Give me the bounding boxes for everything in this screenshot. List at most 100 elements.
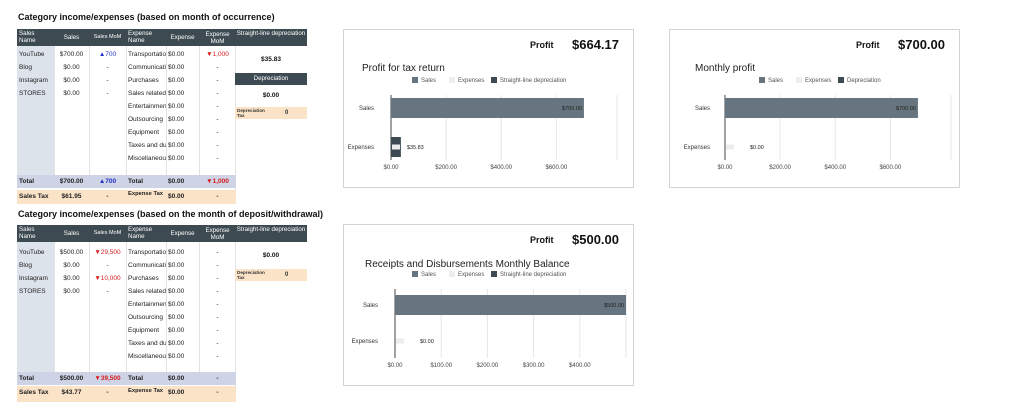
expense-mom-cell: - <box>216 249 219 256</box>
category-label: Expenses <box>348 145 374 151</box>
data-label: $0.00 <box>420 339 434 345</box>
tick-label: $200.00 <box>769 165 791 171</box>
legend-label: Expenses <box>458 78 484 84</box>
total-sales-mom: ▲700 <box>98 178 117 185</box>
table-row: STORES $0.00 - <box>17 87 236 100</box>
total-sales-mom: ▼39,500 <box>94 375 121 382</box>
expense-name-cell: Taxes and dues <box>128 142 166 149</box>
depreciation-header: Depreciation <box>235 73 307 85</box>
expense-tax-label: Expense Tax <box>128 388 164 394</box>
tick-label: $600.00 <box>880 165 902 171</box>
total-expense-label: Total <box>128 375 144 382</box>
header-expense-name: Expense Name <box>126 29 166 46</box>
table-row: Outsourcing $0.00 - <box>17 113 236 126</box>
sales-tax-label: Sales Tax <box>19 193 49 200</box>
total-expense: $0.00 <box>168 375 185 382</box>
profit-value: $500.00 <box>572 232 619 247</box>
depreciation-box: Straight-line depreciation $0.00 Depreci… <box>235 225 324 281</box>
expense-mom-cell: - <box>216 90 219 97</box>
straight-line-depreciation-value: $35.83 <box>261 56 281 63</box>
expense-name-cell: Outsourcing <box>128 116 164 123</box>
table-row: Purchases $0.00 - <box>17 272 236 285</box>
legend-label: Expenses <box>458 272 484 278</box>
depreciation-tax-label: Depreciation Tax <box>237 108 265 118</box>
profit-label: Profit <box>530 235 554 245</box>
header-expense: Expense <box>166 225 199 242</box>
expense-tax-label: Expense Tax <box>128 191 164 197</box>
expense-value-cell: $0.00 <box>168 353 185 360</box>
legend-swatch <box>449 271 455 277</box>
header-sales-mom: Sales MoM <box>89 29 126 46</box>
table-row: Miscellaneous $0.00 - <box>17 152 236 165</box>
income-expense-table: Sales Name Sales Sales MoM Expense Name … <box>17 29 307 204</box>
expense-mom-cell: - <box>216 262 219 269</box>
depreciation-tax-value: 0 <box>285 110 289 116</box>
total-row: Total $500.00 ▼39,500 Total $0.00 - <box>17 372 236 385</box>
expense-name-cell: Miscellaneous <box>128 353 166 360</box>
total-expense-mom: - <box>216 375 219 382</box>
bar-chart: Sales Expenses Straight-line depreciation $… <box>348 77 618 171</box>
expense-mom-cell: - <box>216 340 219 347</box>
expense-tax-value: $0.00 <box>168 193 185 200</box>
expense-tax-mom: - <box>216 193 219 200</box>
sales-name-cell: STORES <box>19 90 46 97</box>
expense-value-cell: $0.00 <box>168 288 185 295</box>
bar-chart: Sales Expenses Straight-line depreciation $… <box>352 271 627 369</box>
chart-title: Receipts and Disbursements Monthly Balan… <box>365 259 570 270</box>
expense-value-cell: $0.00 <box>168 340 185 347</box>
header-expense-name: Expense Name <box>126 225 166 242</box>
tick-label: $200.00 <box>435 165 457 171</box>
expense-mom-cell: - <box>216 353 219 360</box>
table-row: Taxes and dues $0.00 - <box>17 337 236 350</box>
divider <box>166 46 167 176</box>
tick-label: $400.00 <box>569 363 591 369</box>
table-row: Transportation $0.00 ▼1,000 <box>17 48 236 61</box>
expense-name-cell: Entertainment <box>128 301 166 308</box>
expense-tax-mom: - <box>216 389 219 396</box>
sales-name-column-bg <box>17 242 54 372</box>
expense-mom-cell: ▼1,000 <box>206 51 229 58</box>
expense-value-cell: $0.00 <box>168 129 185 136</box>
bar-chart: Sales Expenses Depreciation $0.00 $200.00 $40… <box>684 77 952 171</box>
section-title: Category income/expenses (based on month… <box>18 12 275 22</box>
expense-mom-cell: - <box>216 64 219 71</box>
section-title: Category income/expenses (based on the m… <box>18 209 324 219</box>
sales-tax-label: Sales Tax <box>19 389 49 396</box>
sales-mom-cell: - <box>106 262 109 269</box>
expense-value-cell: $0.00 <box>168 249 185 256</box>
table-row: Equipment $0.00 - <box>17 324 236 337</box>
category-label: Sales <box>695 106 710 112</box>
sales-name-cell: YouTube <box>19 51 45 58</box>
tick-label: $300.00 <box>523 363 545 369</box>
expense-mom-cell: - <box>216 327 219 334</box>
legend-label: Expenses <box>805 78 831 84</box>
tick-label: $0.00 <box>387 363 403 369</box>
legend-swatch <box>796 77 802 83</box>
expense-name-cell: Transportation <box>128 249 166 256</box>
sales-value-cell: $0.00 <box>63 77 80 84</box>
sales-mom-cell: ▼10,000 <box>94 275 121 282</box>
expense-mom-cell: - <box>216 142 219 149</box>
total-row: Total $700.00 ▲700 Total $0.00 ▼1,000 <box>17 175 236 188</box>
sales-value-cell: $0.00 <box>63 262 80 269</box>
expense-value-cell: $0.00 <box>168 90 185 97</box>
expense-mom-cell: - <box>216 288 219 295</box>
sales-name-cell: Instagram <box>19 77 48 84</box>
profit-for-tax-return-panel: Profit $664.17 Profit for tax return Sal… <box>343 29 634 188</box>
legend-swatch <box>759 77 765 83</box>
table-row: Outsourcing $0.00 - <box>17 311 236 324</box>
profit-value: $664.17 <box>572 37 619 52</box>
expense-value-cell: $0.00 <box>168 301 185 308</box>
table-row: STORES $0.00 - <box>17 285 236 298</box>
tick-label: $400.00 <box>490 165 512 171</box>
expense-mom-cell: - <box>216 275 219 282</box>
expense-name-cell: Sales related <box>128 90 166 97</box>
divider <box>235 242 236 402</box>
header-expense: Expense <box>166 29 199 46</box>
tax-row: Sales Tax $43.77 - Expense Tax $0.00 - <box>17 386 236 402</box>
table-row: Sales related $0.00 - <box>17 285 236 298</box>
expense-name-cell: Communication <box>128 64 166 71</box>
divider <box>126 46 127 176</box>
table-row: YouTube $700.00 ▲700 <box>17 48 236 61</box>
data-label: $35.83 <box>407 145 424 151</box>
